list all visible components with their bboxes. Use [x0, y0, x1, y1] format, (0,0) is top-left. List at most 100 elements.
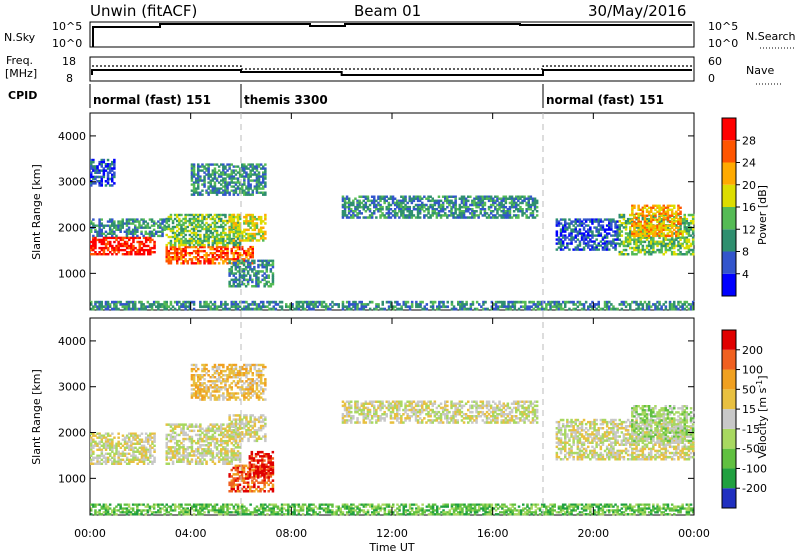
- heatmap-cell: [648, 308, 651, 311]
- heatmap-cell: [233, 231, 236, 234]
- heatmap-cell: [470, 308, 473, 311]
- heatmap-cell: [560, 303, 563, 306]
- heatmap-cell: [157, 308, 160, 311]
- heatmap-cell: [176, 303, 179, 306]
- heatmap-cell: [187, 262, 190, 264]
- heatmap-cell: [476, 301, 479, 304]
- heatmap-cell: [323, 301, 326, 304]
- heatmap-cell: [161, 235, 164, 237]
- heatmap-cell: [558, 301, 561, 304]
- colorbar-swatch: [722, 185, 736, 207]
- heatmap-cell: [107, 249, 110, 251]
- heatmap-cell: [264, 218, 267, 221]
- heatmap-cell: [128, 305, 131, 308]
- heatmap-cell: [166, 308, 169, 311]
- date-title: 30/May/2016: [588, 2, 686, 20]
- colorbar-tick-label: 8: [742, 246, 749, 259]
- heatmap-cell: [98, 437, 101, 439]
- freq-line: [92, 70, 692, 75]
- heatmap-cell: [184, 303, 187, 306]
- heatmap-cell: [237, 433, 240, 436]
- heatmap-cell: [92, 218, 95, 220]
- heatmap-cell: [264, 233, 267, 236]
- heatmap-cell: [679, 223, 682, 225]
- heatmap-cell: [272, 281, 275, 284]
- heatmap-cell: [363, 308, 366, 311]
- heatmap-cell: [268, 277, 271, 280]
- heatmap-cell: [671, 235, 674, 237]
- heatmap-cell: [98, 253, 101, 255]
- heatmap-cell: [233, 235, 236, 238]
- heatmap-cell: [214, 301, 217, 304]
- heatmap-cell: [421, 301, 424, 304]
- heatmap-cell: [142, 303, 145, 306]
- heatmap-cell: [92, 453, 95, 455]
- heatmap-cell: [184, 250, 187, 252]
- heatmap-cell: [245, 418, 248, 421]
- heatmap-cell: [438, 303, 441, 306]
- heatmap-cell: [629, 303, 632, 306]
- heatmap-cell: [461, 301, 464, 304]
- heatmap-cell: [224, 301, 227, 304]
- heatmap-cell: [480, 305, 483, 308]
- freq-tick-bottom: 8: [66, 72, 73, 85]
- heatmap-cell: [122, 227, 125, 229]
- heatmap-cell: [524, 303, 527, 306]
- heatmap-cell: [583, 303, 586, 306]
- heatmap-cell: [228, 262, 231, 265]
- heatmap-cell: [329, 303, 332, 306]
- heatmap-cell: [117, 433, 120, 435]
- heatmap-cell: [233, 239, 236, 242]
- heatmap-cell: [623, 303, 626, 306]
- heatmap-cell: [382, 301, 385, 304]
- cpid-segment-label: normal (fast) 151: [546, 93, 664, 107]
- heatmap-cell: [176, 262, 179, 264]
- heatmap-cell: [598, 248, 601, 250]
- heatmap-cell: [524, 301, 527, 304]
- cpid-label: CPID: [8, 89, 37, 102]
- heatmap-cell: [692, 222, 695, 225]
- freq-panel: Freq. [MHz] 18 8 60 0 Nave: [5, 54, 782, 85]
- heatmap-cell: [432, 303, 435, 306]
- heatmap-cell: [669, 301, 672, 304]
- heatmap-cell: [497, 308, 500, 311]
- colorbar-tick-label: 20: [742, 179, 756, 192]
- heatmap-cell: [153, 445, 156, 447]
- heatmap-cell: [107, 301, 110, 304]
- heatmap-cell: [191, 252, 194, 254]
- y-tick-label: 4000: [58, 130, 86, 143]
- heatmap-cell: [107, 159, 110, 162]
- heatmap-cell: [602, 308, 605, 311]
- heatmap-cell: [656, 305, 659, 308]
- heatmap-cell: [262, 227, 265, 230]
- heatmap-cell: [170, 240, 173, 242]
- nave-line: [92, 66, 692, 69]
- heatmap-cell: [621, 230, 624, 233]
- heatmap-cell: [677, 308, 680, 311]
- heatmap-cell: [145, 241, 148, 243]
- heatmap-cell: [253, 262, 256, 265]
- heatmap-cell: [117, 251, 120, 253]
- heatmap-cell: [231, 438, 234, 441]
- heatmap-cell: [231, 463, 234, 466]
- heatmap-cell: [528, 308, 531, 311]
- heatmap-cell: [629, 305, 632, 308]
- heatmap-cell: [426, 308, 429, 311]
- heatmap-cell: [226, 250, 229, 252]
- heatmap-cell: [94, 247, 97, 249]
- heatmap-cell: [172, 305, 175, 308]
- heatmap-cell: [570, 242, 573, 244]
- heatmap-cell: [111, 235, 114, 237]
- heatmap-cell: [677, 227, 680, 229]
- heatmap-cell: [438, 196, 441, 199]
- heatmap-cell: [237, 308, 240, 311]
- heatmap-cell: [447, 301, 450, 304]
- heatmap-cell: [166, 303, 169, 306]
- heatmap-cell: [214, 463, 217, 466]
- heatmap-cell: [170, 262, 173, 264]
- y-tick-label: 1000: [58, 267, 86, 280]
- heatmap-cell: [536, 206, 539, 209]
- heatmap-cell: [394, 305, 397, 308]
- heatmap-cell: [331, 305, 334, 308]
